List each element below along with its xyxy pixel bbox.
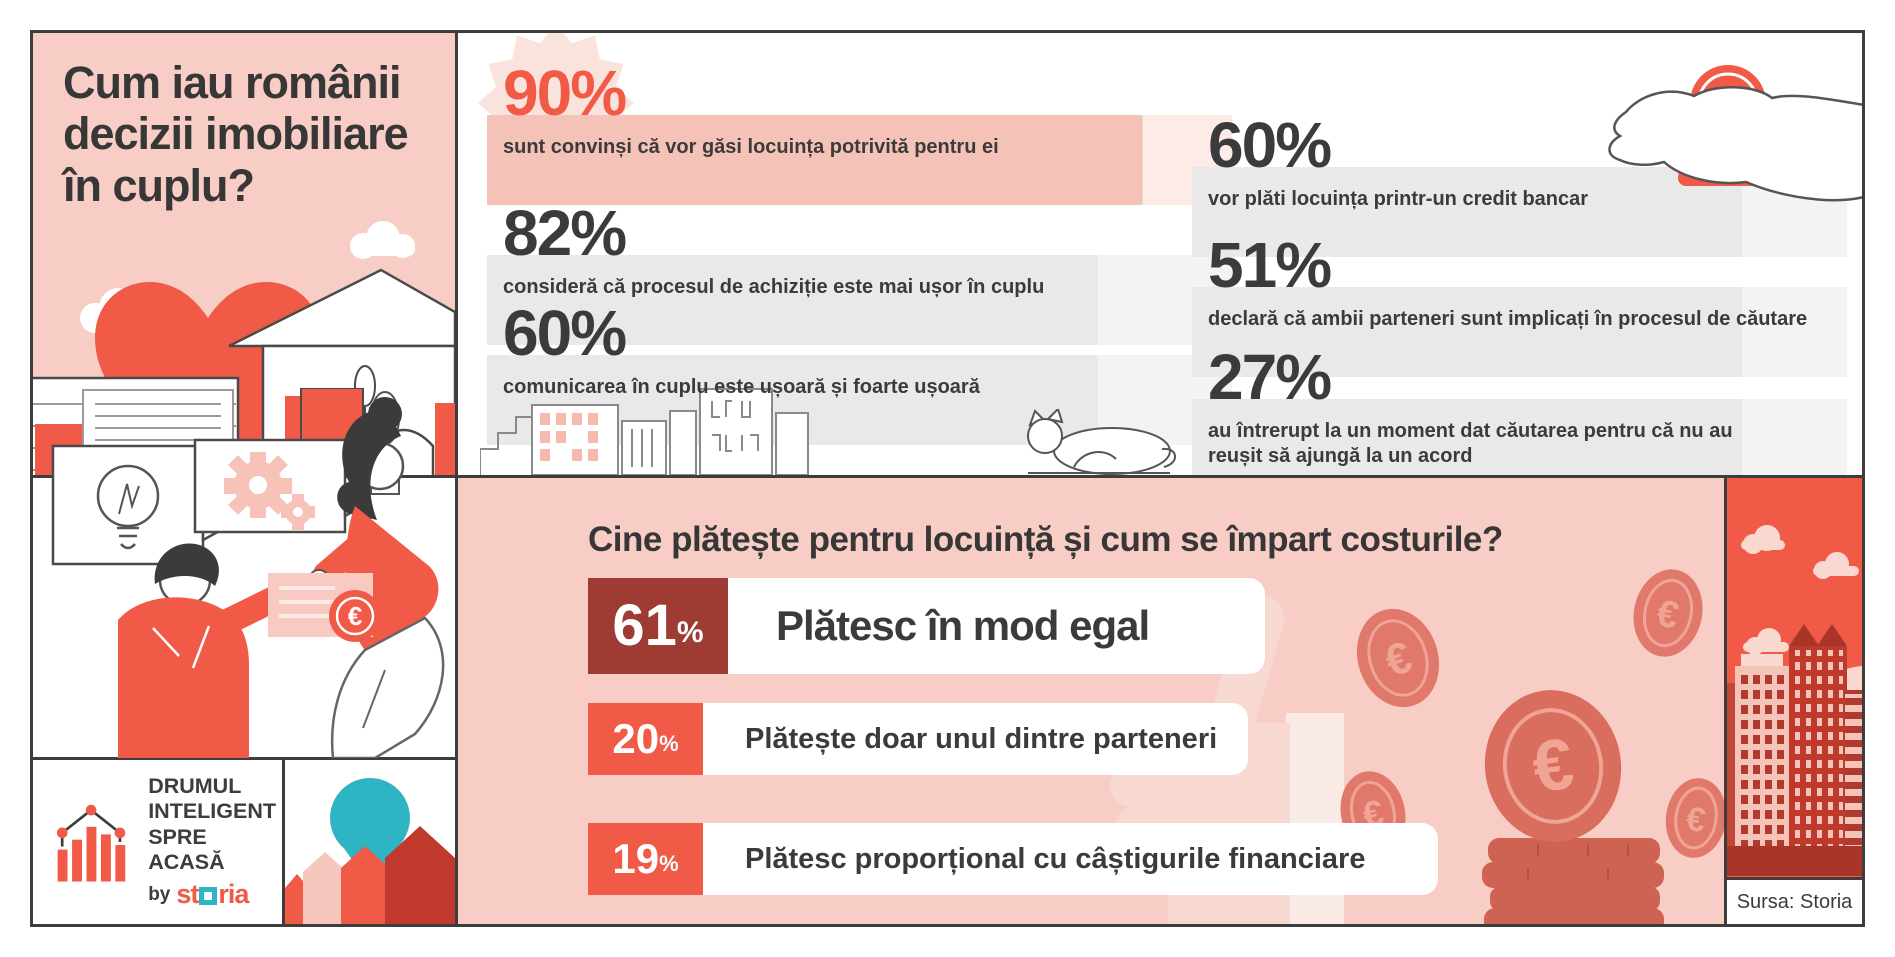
cost-unit: %: [659, 731, 679, 756]
stat-label: declară că ambii parteneri sunt implicaț…: [1208, 308, 1808, 330]
costs-panel: Cine plătește pentru locuință și cum se …: [455, 475, 1727, 927]
cost-label: Plătesc proporțional cu câștigurile fina…: [745, 842, 1366, 875]
logo-mark-icon: [56, 804, 126, 882]
stat-block: 90% sunt convinși că vor găsi locuința p…: [487, 57, 1232, 205]
cost-label-bar: Plătesc proporțional cu câștigurile fina…: [703, 823, 1438, 895]
couple-illustration: €: [51, 388, 445, 758]
logo-line: DRUMUL: [148, 773, 242, 798]
stat-label: sunt convinși că vor găsi locuința potri…: [503, 136, 999, 158]
stat-value: 60%: [1208, 109, 1332, 181]
stat-value: 82%: [503, 197, 627, 269]
logo-line: SPRE ACASĂ: [148, 824, 225, 874]
stat-block: 60% comunicarea în cuplu este ușoară și …: [487, 297, 1232, 445]
cost-value-badge: 20 %: [588, 703, 703, 775]
by-label: by: [148, 883, 171, 905]
city-skyline-illustration: [480, 388, 809, 475]
stat-block: 27% au întrerupt la un moment dat căutar…: [1192, 341, 1862, 475]
logo-line: INTELIGENT: [148, 799, 276, 824]
cost-unit: %: [659, 851, 679, 876]
stat-block: 82% consideră că procesul de achiziție e…: [487, 197, 1232, 345]
brand-suffix: ria: [218, 879, 249, 910]
stat-highlight-bar: [487, 115, 1232, 205]
stat-value: 90%: [503, 57, 627, 129]
stat-block: 60% vor plăti locuința printr-un credit …: [1192, 109, 1862, 257]
map-pin-panel: [282, 757, 458, 927]
stat-value: 27%: [1208, 341, 1332, 413]
cost-bar-row: 19 % Plătesc proporțional cu câștigurile…: [588, 823, 1438, 895]
sleeping-cat-icon: [1027, 409, 1176, 475]
campaign-logo-text: DRUMUL INTELIGENT SPRE ACASĂ by st ria: [148, 774, 276, 910]
stat-label: au întrerupt la un moment dat căutarea p…: [1208, 420, 1733, 467]
brand-logo-panel: DRUMUL INTELIGENT SPRE ACASĂ by st ria: [30, 757, 285, 927]
cost-value: 61: [612, 593, 677, 658]
svg-text:€: €: [348, 601, 362, 631]
stat-value: 60%: [503, 297, 627, 369]
costs-section-title: Cine plătește pentru locuință și cum se …: [588, 520, 1503, 559]
cost-value-badge: 61 %: [588, 578, 728, 674]
stat-highlight-bar: [487, 255, 1232, 345]
stat-label: comunicarea în cuplu este ușoară și foar…: [503, 376, 980, 398]
cost-label: Plătește doar unul dintre parteneri: [745, 722, 1218, 755]
cost-label-bar: Plătește doar unul dintre parteneri: [703, 703, 1248, 775]
page-title: Cum iau românii decizii imobiliare în cu…: [63, 57, 409, 211]
cost-value: 19: [612, 835, 660, 882]
survey-stats-panel: 90% sunt convinși că vor găsi locuința p…: [455, 30, 1865, 478]
city-strip-illustration: [1727, 525, 1862, 876]
storia-brand: by st ria: [148, 879, 276, 910]
cost-bar-row: 61 % Plătesc în mod egal: [588, 578, 1265, 674]
source-label: Sursa: Storia: [1736, 890, 1853, 913]
stat-block: 51% declară că ambii parteneri sunt impl…: [1192, 229, 1862, 377]
map-pin-houses-icon: [285, 778, 455, 924]
stat-highlight-bar: [1192, 399, 1847, 475]
brand-prefix: st: [176, 879, 199, 910]
stat-label: vor plăti locuința printr-un credit banc…: [1208, 188, 1589, 210]
source-box: Sursa: Storia: [1727, 877, 1862, 924]
stat-label: consideră că procesul de achiziție este …: [503, 276, 1045, 298]
cost-value: 20: [612, 715, 660, 762]
cost-label: Plătesc în mod egal: [776, 602, 1150, 649]
stat-value: 51%: [1208, 229, 1332, 301]
cost-value-badge: 19 %: [588, 823, 703, 895]
hand-euro-coins-icon: €: [1608, 65, 1862, 202]
city-strip-panel: Sursa: Storia: [1724, 475, 1865, 927]
cost-bar-row: 20 % Plătește doar unul dintre parteneri: [588, 703, 1248, 775]
storia-o-mark-icon: [199, 886, 218, 905]
stat-highlight-bar: [1192, 287, 1847, 377]
cost-unit: %: [676, 616, 704, 649]
cost-label-bar: Plătesc în mod egal: [728, 578, 1265, 674]
